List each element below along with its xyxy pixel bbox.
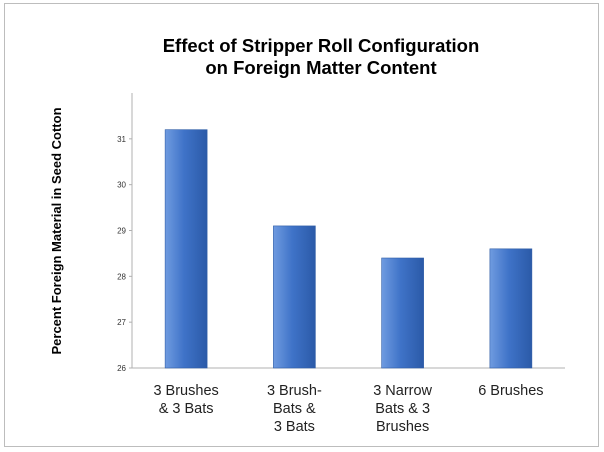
x-tick-label: Bats & 3	[375, 401, 430, 417]
y-tick-label: 29	[117, 227, 126, 236]
y-tick-label: 28	[117, 272, 126, 281]
chart-title: Effect of Stripper Roll Configurationon …	[163, 35, 480, 78]
y-tick-label: 31	[117, 135, 126, 144]
x-tick-label: Brushes	[376, 419, 429, 435]
x-tick-label: Bats &	[273, 401, 316, 417]
x-tick-label: 3 Narrow	[373, 383, 432, 399]
bar	[273, 225, 316, 369]
y-ticks: 26 27 28 29 30 31	[117, 135, 132, 373]
x-tick-label: & 3 Bats	[159, 401, 214, 417]
y-tick-label: 30	[117, 181, 126, 190]
bars	[164, 129, 533, 369]
x-tick-labels: 3 Brushes & 3 Bats 3 Brush- Bats & 3 Bats 3 N…	[153, 383, 543, 435]
x-tick-label: 6 Brushes	[478, 383, 543, 399]
x-tick-label: 3 Brushes	[153, 383, 218, 399]
y-tick-label: 27	[117, 318, 126, 327]
chart-title-line: Effect of Stripper Roll Configuration	[163, 35, 480, 56]
x-tick-label: 3 Brush-	[267, 383, 322, 399]
bar	[489, 248, 533, 369]
chart-title-line: on Foreign Matter Content	[205, 57, 436, 78]
y-axis-label: Percent Foreign Material in Seed Cotton	[49, 107, 64, 354]
y-tick-label: 26	[117, 364, 126, 373]
bar	[164, 129, 208, 369]
x-tick-label: 3 Bats	[274, 419, 315, 435]
chart-frame: Effect of Stripper Roll Configuration on …	[4, 3, 599, 447]
bar	[381, 257, 424, 369]
bar-chart: Effect of Stripper Roll Configurationon …	[49, 35, 565, 435]
